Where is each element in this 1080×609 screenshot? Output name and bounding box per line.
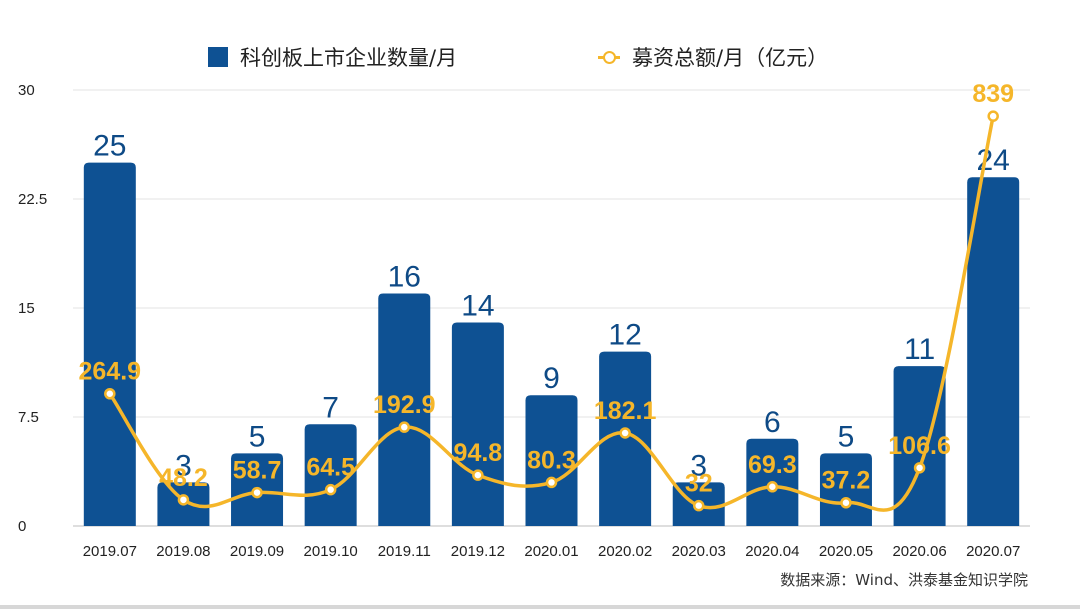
bar [304,424,357,526]
bar [599,351,652,526]
line-value-label: 192.9 [373,391,436,419]
x-tick-label: 2020.05 [819,543,873,560]
bar-value-label: 11 [904,333,935,366]
bar-value-label: 5 [249,420,266,453]
bar [525,395,578,526]
line-point [177,494,190,506]
bar-value-label: 3 [175,449,192,482]
x-tick-label: 2019.10 [304,543,358,560]
line-value-label: 182.1 [594,397,657,425]
legend-bar-swatch [208,47,228,67]
line-point [398,421,411,433]
line-point [472,469,484,481]
legend-item-bar: 科创板上市企业数量/月 [208,42,457,72]
bar [378,293,431,526]
bar [83,162,136,526]
bar [967,177,1020,526]
x-tick-label: 2020.02 [598,543,652,560]
line-value-label: 48.2 [159,464,208,492]
x-tick-label: 2020.01 [524,543,578,560]
bar-value-label: 14 [461,290,494,323]
y-axis-ticks: 0 7.5 15 22.5 30 [18,82,47,535]
line-value-label: 264.9 [79,358,142,386]
line-point [766,481,779,493]
legend-bar-label: 科创板上市企业数量/月 [240,46,458,70]
line-value-label: 58.7 [233,457,282,485]
y-tick-label: 30 [18,82,35,99]
bar-value-label: 9 [543,362,560,395]
line-value-label: 32 [685,470,713,498]
bar-series [83,162,1020,526]
bar [819,453,872,526]
bar [893,366,946,526]
y-tick-label: 0 [18,518,26,535]
line-point [104,387,116,400]
line-point [692,499,705,512]
line-point [324,483,337,496]
x-tick-label: 2020.04 [745,543,799,560]
line-point [840,496,852,509]
x-tick-label: 2020.07 [966,543,1020,560]
line-point [913,462,926,474]
x-tick-label: 2019.11 [378,543,431,560]
bar-value-label: 6 [764,406,781,439]
x-tick-label: 2019.08 [156,543,210,560]
bar-value-label: 25 [93,130,126,163]
legend-item-line: 募资总额/月（亿元） [598,42,828,72]
line-value-label: 37.2 [822,467,871,495]
bar-value-label: 5 [838,420,855,453]
x-tick-label: 2019.12 [451,543,505,560]
line-value-label: 839 [972,80,1014,108]
x-tick-label: 2020.06 [892,543,946,560]
line-value-labels: 264.9 48.2 58.7 64.5 192.9 94.8 80.3 182.1 32 69.… [79,80,1015,497]
legend-line-swatch [598,49,620,65]
line-value-label: 80.3 [527,446,576,474]
line-point [619,427,631,439]
source-note: 数据来源：Wind、洪泰基金知识学院 [780,571,1028,589]
bar-value-label: 16 [388,260,421,293]
line-point [987,110,999,122]
bar-value-label: 12 [608,319,641,352]
line-series [104,110,999,512]
legend: 科创板上市企业数量/月 募资总额/月（亿元） [0,42,1080,74]
line-value-label: 64.5 [306,454,355,482]
x-tick-label: 2020.03 [672,543,726,560]
y-tick-label: 22.5 [18,191,47,208]
bottom-divider [0,605,1080,609]
x-tick-label: 2019.09 [230,543,284,560]
y-tick-label: 7.5 [18,409,39,426]
x-tick-label: 2019.07 [83,543,137,560]
bar-value-label: 3 [690,449,707,482]
y-tick-label: 15 [18,300,35,317]
line-point [251,486,263,499]
bar [451,322,504,526]
line-point [545,476,558,489]
bar-value-label: 7 [322,391,339,424]
line-value-label: 69.3 [748,451,797,479]
line-value-label: 94.8 [454,439,503,467]
x-axis-ticks: 2019.07 2019.08 2019.09 2019.10 2019.11 2019.… [83,543,1021,560]
line-value-label: 106.6 [888,432,951,460]
legend-line-label: 募资总额/月（亿元） [632,46,829,70]
